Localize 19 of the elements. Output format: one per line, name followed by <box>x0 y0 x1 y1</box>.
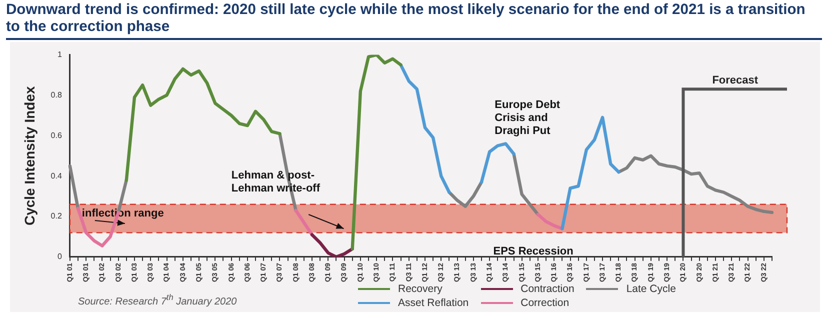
band-label: inflection range <box>82 207 164 220</box>
y-tick-label: 0.4 <box>50 171 62 180</box>
chart-title: Downward trend is confirmed: 2020 still late cycle while the most likely scenario for the end of 2021 is a transition to the correction phase <box>6 2 822 40</box>
source-note: Source: Research 7$^{th}$ January 2020 <box>78 292 237 308</box>
y-tick-label: 0.8 <box>50 90 62 100</box>
annotation: Europe Debt Crisis and Draghi Put <box>494 98 560 137</box>
y-axis-title: Cycle Intensity Index <box>21 86 38 226</box>
annotation: EPS Recession <box>493 245 574 258</box>
legend-label: Contraction <box>520 283 574 295</box>
legend-label: Correction <box>520 297 570 309</box>
legend-label: Asset Reflation <box>398 297 469 309</box>
annotation: Lehman & post-Lehman write-off <box>231 170 320 195</box>
legend-label: Recovery <box>398 283 442 295</box>
y-tick-label: 0 <box>57 252 62 262</box>
y-tick-label: 0.6 <box>50 130 62 140</box>
y-tick-label: 0.2 <box>50 212 62 221</box>
ref-line-label: Forecast <box>712 74 758 87</box>
y-tick-label: 1 <box>57 50 62 60</box>
legend-label: Late Cycle <box>626 283 676 295</box>
